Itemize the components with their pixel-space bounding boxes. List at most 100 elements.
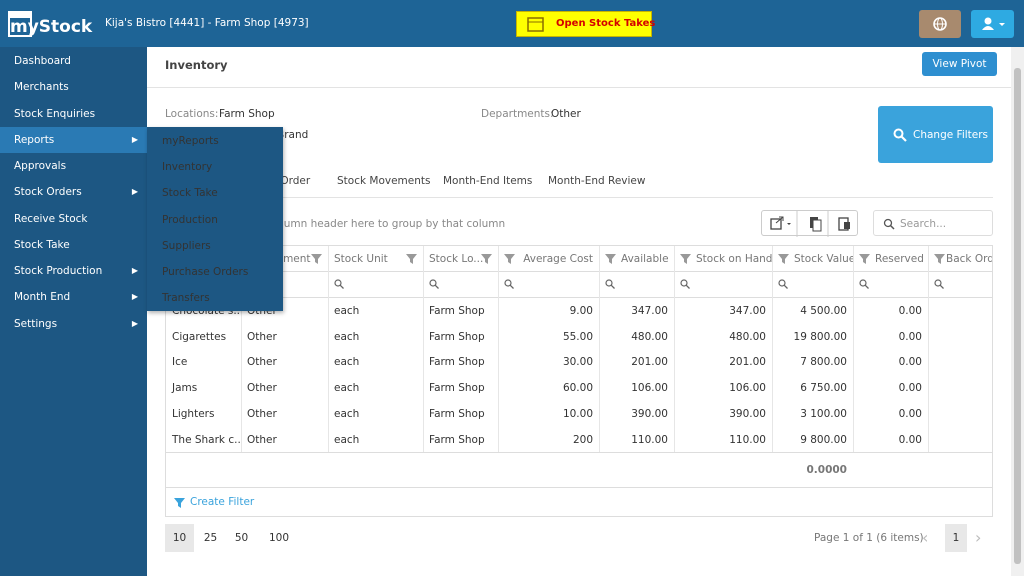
- nav-item[interactable]: Stock Enquiries: [14, 108, 96, 120]
- page-button[interactable]: 1: [945, 524, 967, 552]
- column-header[interactable]: Available: [621, 253, 669, 265]
- filter-icon[interactable]: [934, 253, 945, 264]
- nav-item-active[interactable]: Reports ▶: [0, 127, 147, 153]
- filter-icon[interactable]: [778, 253, 789, 264]
- column-header[interactable]: Back Ord...: [946, 253, 993, 265]
- cell: 9.00: [569, 305, 593, 317]
- cell: 0.00: [898, 356, 922, 369]
- nav-item[interactable]: Stock Production ▶: [0, 258, 147, 284]
- column-header[interactable]: Stock Value: [794, 253, 853, 265]
- submenu-item[interactable]: Transfers: [162, 292, 210, 305]
- page-title: Inventory: [165, 58, 228, 72]
- cell: Farm Shop: [429, 356, 485, 369]
- column-header[interactable]: Stock Unit: [334, 253, 388, 265]
- nav-item[interactable]: Merchants: [14, 81, 69, 93]
- filter-icon[interactable]: [605, 253, 616, 264]
- submenu-item[interactable]: Inventory: [162, 161, 213, 174]
- column-header[interactable]: Stock Lo...: [429, 253, 484, 265]
- user-button[interactable]: [971, 10, 1014, 38]
- tab[interactable]: Month-End Review: [548, 175, 646, 187]
- cell: 390.00: [729, 407, 766, 420]
- cell: Cigarettes: [172, 330, 227, 343]
- filter-icon[interactable]: [680, 253, 691, 264]
- cell: 480.00: [631, 330, 668, 343]
- cell: 480.00: [729, 330, 766, 343]
- cell: each: [334, 433, 360, 446]
- search-box[interactable]: Search...: [873, 210, 993, 236]
- group-hint: Drag a column header here to group by th…: [230, 218, 506, 230]
- change-filters-button[interactable]: Change Filters: [878, 106, 993, 163]
- filter-cell: [605, 279, 617, 291]
- cell: Other: [247, 433, 277, 446]
- nav-item[interactable]: Dashboard: [14, 55, 71, 67]
- nav-item[interactable]: Receive Stock: [14, 213, 88, 225]
- nav-item[interactable]: Month End ▶: [0, 284, 147, 310]
- page-size[interactable]: 50: [234, 532, 249, 544]
- column-header[interactable]: Reserved: [875, 253, 924, 265]
- cell: 7 800.00: [800, 356, 847, 369]
- label: Open Stock Takes: [556, 18, 656, 29]
- submenu-item[interactable]: myReports: [162, 135, 219, 147]
- create-filter[interactable]: Create Filter: [174, 496, 274, 510]
- cell: 0.00: [928, 298, 992, 324]
- cell: each: [334, 382, 360, 395]
- open-stock-takes-button[interactable]: Open Stock Takes: [516, 11, 656, 37]
- column-divider: [599, 246, 600, 452]
- filter-icon[interactable]: [504, 253, 515, 264]
- nav-item[interactable]: Settings ▶: [0, 311, 147, 337]
- cell: 106.00: [729, 382, 766, 395]
- tab[interactable]: Month-End Items: [443, 175, 533, 187]
- column-divider: [241, 246, 242, 452]
- submenu-item[interactable]: Purchase Orders: [162, 266, 249, 278]
- label[interactable]: Create Filter: [190, 496, 255, 508]
- filter-icon[interactable]: [406, 253, 417, 264]
- cell: Farm Shop: [429, 407, 485, 420]
- label: Settings: [14, 318, 58, 330]
- language-button[interactable]: [919, 10, 961, 38]
- nav-item[interactable]: Stock Take: [14, 239, 70, 251]
- filter-label: Locations:: [165, 108, 219, 120]
- filter-icon[interactable]: [859, 253, 870, 264]
- cell: 0.00: [898, 407, 922, 420]
- cell: 30.00: [562, 356, 593, 369]
- cell: Other: [247, 382, 277, 395]
- cell: 3 100.00: [800, 407, 847, 420]
- view-pivot-button[interactable]: View Pivot: [922, 52, 997, 76]
- cell: Other: [247, 330, 277, 343]
- column-divider: [423, 246, 424, 452]
- nav-item[interactable]: Approvals: [14, 160, 67, 172]
- arrow: ▶: [131, 292, 138, 301]
- column-header[interactable]: Stock on Hand: [696, 253, 772, 265]
- cell: 200: [572, 433, 593, 446]
- column-divider: [928, 246, 929, 452]
- submenu-item[interactable]: Suppliers: [162, 239, 211, 252]
- cell: 110.00: [631, 433, 668, 446]
- cell: 347.00: [729, 305, 766, 317]
- label: Reports: [14, 134, 55, 146]
- page-size[interactable]: 25: [203, 532, 218, 544]
- logo[interactable]: myStock: [10, 17, 93, 37]
- cell: The Shark c...: [172, 433, 241, 446]
- next-button[interactable]: ›: [975, 528, 982, 547]
- tab[interactable]: Stock Movements: [337, 175, 431, 187]
- cell: 390.00: [631, 407, 668, 420]
- filter-icon[interactable]: [481, 253, 492, 264]
- nav-item[interactable]: Stock Orders ▶: [0, 179, 147, 205]
- page-header: Inventory View Pivot: [147, 47, 1011, 88]
- filter-icon[interactable]: [311, 253, 322, 264]
- cell: 4 500.00: [800, 305, 847, 317]
- cell: 60.00: [562, 382, 593, 395]
- column-header[interactable]: Average Cost: [523, 253, 593, 265]
- page-size[interactable]: 100: [268, 532, 290, 544]
- page-size[interactable]: 10: [165, 524, 194, 552]
- cell: 0.00: [898, 433, 922, 446]
- prev-button[interactable]: ‹: [922, 528, 929, 547]
- submenu-item[interactable]: Stock Take: [162, 187, 218, 200]
- submenu-item[interactable]: Production: [162, 213, 218, 226]
- label: Change Filters: [913, 129, 989, 141]
- filter-cell: [334, 279, 346, 291]
- cell: 0.00: [898, 305, 922, 317]
- filter-cell: [778, 279, 790, 291]
- tabs: Re-Order Stock Movements Month-End Items Mo…: [165, 170, 993, 198]
